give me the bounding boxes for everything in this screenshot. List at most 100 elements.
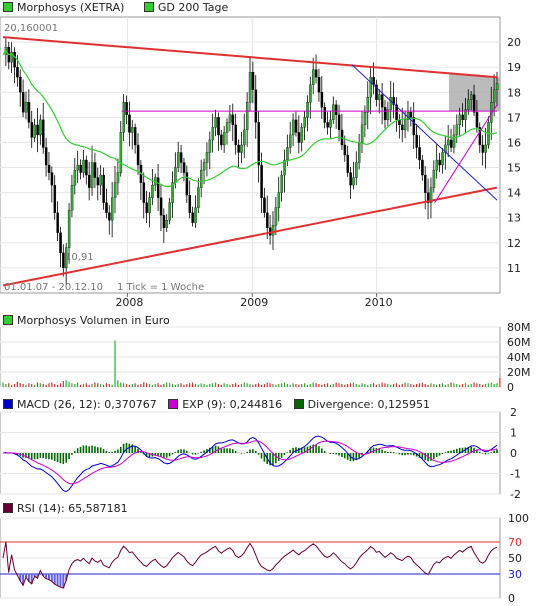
- volume-bar: [444, 384, 446, 387]
- candle-body: [355, 162, 358, 178]
- time-tick-label: 2009: [240, 296, 268, 309]
- divergence-bar: [240, 453, 243, 454]
- volume-bar: [2, 382, 4, 387]
- volume-bar: [33, 384, 36, 387]
- volume-bar: [5, 384, 7, 387]
- candle-body: [194, 207, 197, 223]
- candle-body: [119, 132, 123, 173]
- candle-body: [429, 187, 433, 203]
- volume-bar: [48, 383, 50, 387]
- candle-body: [76, 164, 80, 171]
- divergence-bar: [220, 447, 223, 453]
- divergence-bar: [102, 449, 105, 453]
- volume-bar: [433, 384, 435, 387]
- price-tick-label: 11: [507, 262, 521, 275]
- divergence-bar: [478, 451, 481, 453]
- divergence-bar: [369, 448, 372, 453]
- volume-bar: [315, 383, 317, 387]
- price-tick-label: 20: [507, 36, 521, 49]
- volume-bar: [283, 382, 286, 387]
- candle-body: [73, 169, 77, 186]
- candle-body: [208, 139, 212, 153]
- volume-bar: [430, 383, 432, 387]
- volume-bar: [453, 383, 455, 387]
- divergence-swatch-icon: [293, 399, 304, 409]
- volume-bar: [349, 383, 352, 387]
- price-tick-label: 12: [507, 237, 521, 250]
- candle-body: [294, 119, 298, 133]
- volume-bar: [355, 384, 357, 387]
- volume-bar: [232, 384, 234, 387]
- candle-body: [435, 159, 439, 171]
- macd-tick-label: 2: [510, 406, 517, 419]
- candle-body: [248, 72, 252, 103]
- divergence-bar: [312, 444, 314, 453]
- divergence-bar: [415, 453, 418, 457]
- volume-bar: [88, 384, 90, 387]
- volume-bar: [266, 382, 268, 387]
- volume-bar: [171, 384, 174, 387]
- volume-bar: [352, 382, 354, 387]
- divergence-bar: [453, 449, 455, 453]
- price-tick-label: 17: [507, 111, 521, 124]
- candle-body: [426, 192, 430, 203]
- divergence-bar: [303, 447, 306, 453]
- volume-bar: [467, 384, 469, 387]
- candle-body: [415, 134, 418, 148]
- volume-bar: [398, 384, 400, 387]
- candle-body: [39, 119, 42, 136]
- volume-bar: [490, 382, 492, 387]
- volume-bar: [8, 383, 10, 387]
- divergence-bar: [435, 453, 438, 457]
- volume-bar: [217, 384, 220, 387]
- volume-bar: [367, 384, 369, 387]
- divergence-bar: [275, 453, 277, 464]
- volume-bar: [214, 382, 217, 387]
- volume-bar: [364, 384, 366, 387]
- legend-exp-label: EXP (9): 0,244816: [182, 398, 283, 411]
- volume-bar: [252, 384, 254, 387]
- rsi-y-axis: 0 30 50 70 100: [508, 512, 529, 605]
- legend-volume-label: Morphosys Volumen in Euro: [17, 314, 170, 327]
- legend-divergence-label: Divergence: 0,125951: [307, 398, 430, 411]
- candle-body: [274, 207, 278, 226]
- volume-bar: [372, 383, 375, 387]
- volume-bar: [240, 384, 242, 387]
- divergence-bar: [36, 453, 39, 460]
- candle-body: [357, 142, 361, 163]
- divergence-bar: [119, 446, 122, 453]
- volume-bar: [450, 382, 452, 387]
- trendline: [2, 186, 498, 287]
- divergence-bar: [85, 445, 88, 453]
- divergence-bar: [231, 449, 234, 453]
- volume-bar: [111, 384, 113, 387]
- divergence-bar: [125, 442, 128, 453]
- volume-bar: [415, 384, 418, 387]
- macd-tick-label: 1: [510, 427, 517, 440]
- divergence-bar: [108, 452, 111, 453]
- divergence-bar: [352, 453, 355, 462]
- candle-body: [67, 210, 71, 248]
- candle-body: [16, 67, 19, 78]
- divergence-bar: [114, 450, 116, 453]
- divergence-bar: [171, 453, 174, 455]
- candle-body: [263, 197, 266, 213]
- volume-bar: [393, 384, 395, 387]
- divergence-bar: [289, 449, 292, 453]
- volume-bar: [186, 384, 188, 387]
- divergence-bar: [154, 453, 157, 456]
- candle-body: [277, 192, 281, 208]
- divergence-bar: [165, 453, 168, 458]
- volume-bar: [470, 384, 472, 387]
- candle-body: [464, 109, 467, 121]
- volume-bar: [295, 384, 297, 387]
- volume-bar: [197, 384, 199, 387]
- divergence-bar: [378, 448, 381, 453]
- candle-body: [142, 182, 146, 203]
- candle-body: [280, 174, 283, 193]
- volume-bar: [424, 384, 426, 387]
- volume-y-axis: 0 20M 40M 60M 80M: [507, 321, 531, 394]
- candle-body: [412, 117, 416, 136]
- candle-body: [363, 112, 367, 126]
- volume-bar: [427, 384, 429, 387]
